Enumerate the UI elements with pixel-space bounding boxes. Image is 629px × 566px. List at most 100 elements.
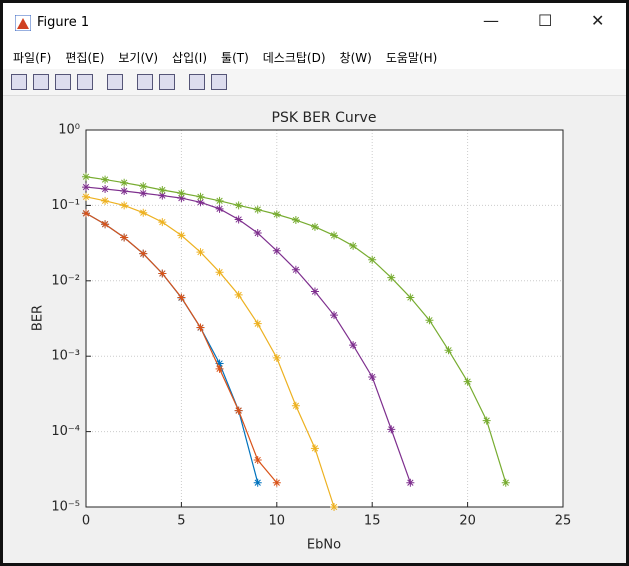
marker — [253, 478, 262, 487]
marker — [215, 268, 224, 277]
marker — [158, 218, 167, 227]
marker — [158, 191, 167, 200]
marker — [272, 353, 281, 362]
axes-box — [85, 129, 564, 508]
tool-button[interactable] — [137, 74, 153, 90]
menu-item[interactable]: 파일(F) — [13, 50, 52, 65]
tool-button[interactable] — [189, 74, 205, 90]
marker — [120, 187, 129, 196]
marker — [272, 210, 281, 219]
marker — [177, 189, 186, 198]
x-tick-label: 10 — [269, 514, 286, 529]
x-tick-label: 15 — [364, 514, 381, 529]
marker — [330, 231, 339, 240]
window-title: Figure 1 — [37, 15, 90, 30]
marker — [196, 248, 205, 257]
marker — [253, 319, 262, 328]
marker — [139, 208, 148, 217]
menu-item[interactable]: 툴(T) — [221, 50, 249, 65]
marker — [158, 269, 167, 278]
marker — [215, 359, 224, 368]
marker — [406, 293, 415, 302]
close-button[interactable]: ✕ — [591, 11, 605, 30]
marker — [482, 416, 491, 425]
marker — [139, 182, 148, 191]
x-tick-label: 0 — [82, 514, 90, 529]
marker — [368, 255, 377, 264]
y-tick-label: 10⁻⁴ — [51, 424, 80, 439]
marker — [139, 249, 148, 258]
x-tick-label: 25 — [555, 514, 572, 529]
marker — [215, 364, 224, 373]
x-tick-label: 5 — [177, 514, 185, 529]
minimize-button[interactable]: — — [483, 11, 499, 30]
marker — [272, 478, 281, 487]
marker — [387, 425, 396, 434]
marker — [82, 172, 90, 181]
marker — [310, 444, 319, 453]
marker — [120, 201, 129, 210]
marker — [196, 198, 205, 207]
marker — [158, 186, 167, 195]
marker — [196, 323, 205, 332]
marker — [253, 205, 262, 214]
tool-button[interactable] — [11, 74, 27, 90]
marker — [177, 293, 186, 302]
marker — [310, 222, 319, 231]
marker — [253, 456, 262, 465]
marker — [215, 196, 224, 205]
maximize-button[interactable]: ☐ — [538, 11, 553, 30]
marker — [101, 220, 110, 229]
chart-title: PSK BER Curve — [272, 110, 377, 126]
marker — [291, 265, 300, 274]
menu-bar: 파일(F) 편집(E) 보기(V) 삽입(I) 툴(T) 데스크탑(D) 창(W) 도움말(H… — [3, 45, 626, 69]
title-bar: Figure 1 — ☐ ✕ — [3, 3, 626, 45]
tool-button[interactable] — [55, 74, 71, 90]
menu-item[interactable]: 보기(V) — [118, 50, 159, 65]
tool-button[interactable] — [33, 74, 49, 90]
marker — [291, 401, 300, 410]
marker — [101, 175, 110, 184]
marker — [120, 233, 129, 242]
chart: PSK BER Curve EbNo BER 0 5 10 15 20 25 10⁻⁵ 10⁻… — [31, 110, 572, 553]
marker — [291, 216, 300, 225]
marker — [234, 406, 243, 415]
menu-item[interactable]: 데스크탑(D) — [262, 50, 326, 65]
x-tick-label: 20 — [459, 514, 476, 529]
marker — [101, 185, 110, 194]
tool-button[interactable] — [211, 74, 227, 90]
marker — [82, 209, 90, 218]
tool-button[interactable] — [107, 74, 123, 90]
marker — [310, 287, 319, 296]
marker — [444, 346, 453, 355]
toolbar — [3, 69, 626, 96]
y-tick-label: 10⁻² — [51, 273, 80, 288]
marker — [463, 377, 472, 386]
y-tick-label: 10⁻¹ — [51, 198, 80, 213]
y-tick-label: 10⁻⁵ — [51, 500, 80, 515]
marker — [406, 478, 415, 487]
marker — [120, 178, 129, 187]
marker — [215, 204, 224, 213]
tool-button[interactable] — [159, 74, 175, 90]
x-axis-label: EbNo — [307, 538, 341, 553]
marker — [234, 215, 243, 224]
y-axis-label: BER — [31, 305, 46, 331]
menu-item[interactable]: 삽입(I) — [172, 50, 208, 65]
marker — [177, 231, 186, 240]
marker — [330, 311, 339, 320]
marker — [234, 201, 243, 210]
marker — [139, 189, 148, 198]
app-icon — [15, 15, 31, 31]
tool-button[interactable] — [77, 74, 93, 90]
marker — [253, 229, 262, 238]
marker — [196, 192, 205, 201]
plot-area — [86, 130, 563, 507]
menu-item[interactable]: 도움말(H) — [385, 50, 438, 65]
y-tick-label: 10⁻³ — [51, 349, 80, 364]
marker — [82, 183, 90, 192]
menu-item[interactable]: 편집(E) — [65, 50, 105, 65]
menu-item[interactable]: 창(W) — [339, 50, 372, 65]
marker — [387, 273, 396, 282]
marker — [349, 241, 358, 250]
